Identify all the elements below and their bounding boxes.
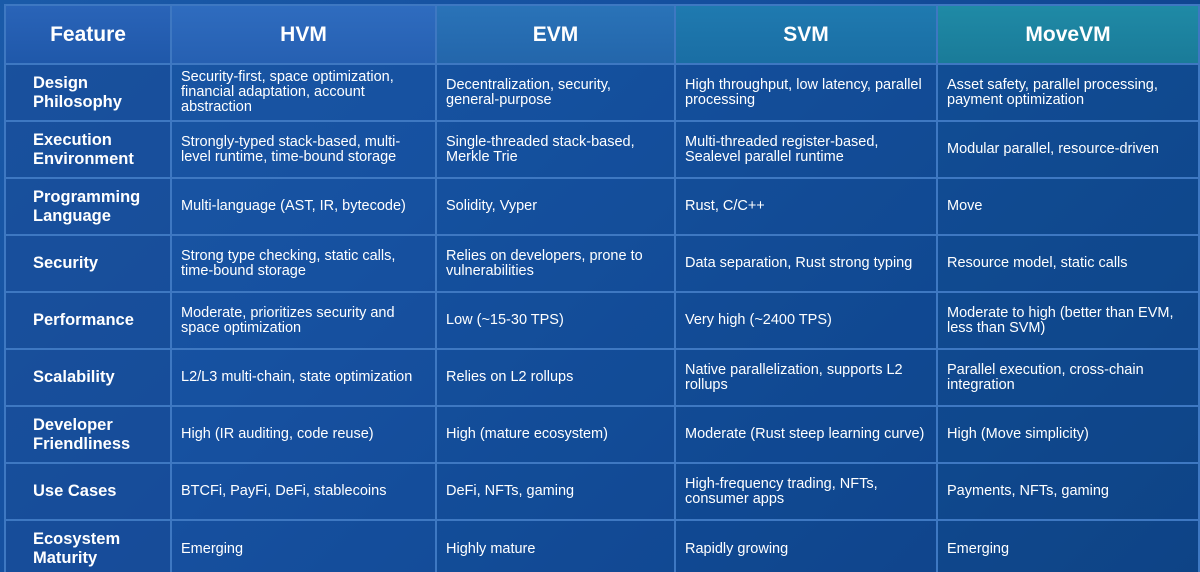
evm-cell: Solidity, Vyper	[435, 177, 676, 236]
evm-cell: Relies on L2 rollups	[435, 348, 676, 407]
table-row: Design Philosophy Security-first, space …	[4, 63, 1200, 122]
table-row: Developer Friendliness High (IR auditing…	[4, 405, 1200, 464]
movevm-cell: High (Move simplicity)	[936, 405, 1200, 464]
movevm-cell: Resource model, static calls	[936, 234, 1200, 293]
table-row: Use Cases BTCFi, PayFi, DeFi, stablecoin…	[4, 462, 1200, 521]
feature-cell: Scalability	[4, 348, 172, 407]
feature-cell: Execution Environment	[4, 120, 172, 179]
movevm-cell: Move	[936, 177, 1200, 236]
feature-cell: Security	[4, 234, 172, 293]
feature-cell: Programming Language	[4, 177, 172, 236]
header-evm: EVM	[435, 4, 676, 65]
evm-cell: High (mature ecosystem)	[435, 405, 676, 464]
header-feature: Feature	[4, 4, 172, 65]
vm-comparison-table: Feature HVM EVM SVM MoveVM Design Philos…	[4, 4, 1200, 572]
feature-cell: Performance	[4, 291, 172, 350]
svm-cell: Native parallelization, supports L2 roll…	[674, 348, 938, 407]
svm-cell: High-frequency trading, NFTs, consumer a…	[674, 462, 938, 521]
svm-cell: Moderate (Rust steep learning curve)	[674, 405, 938, 464]
svm-cell: Very high (~2400 TPS)	[674, 291, 938, 350]
svm-cell: Rust, C/C++	[674, 177, 938, 236]
header-movevm: MoveVM	[936, 4, 1200, 65]
evm-cell: Highly mature	[435, 519, 676, 572]
movevm-cell: Asset safety, parallel processing, payme…	[936, 63, 1200, 122]
evm-cell: Single-threaded stack-based, Merkle Trie	[435, 120, 676, 179]
feature-cell: Developer Friendliness	[4, 405, 172, 464]
hvm-cell: L2/L3 multi-chain, state optimization	[170, 348, 437, 407]
movevm-cell: Modular parallel, resource-driven	[936, 120, 1200, 179]
hvm-cell: Strongly-typed stack-based, multi-level …	[170, 120, 437, 179]
header-hvm: HVM	[170, 4, 437, 65]
table-row: Scalability L2/L3 multi-chain, state opt…	[4, 348, 1200, 407]
evm-cell: Decentralization, security, general-purp…	[435, 63, 676, 122]
hvm-cell: Multi-language (AST, IR, bytecode)	[170, 177, 437, 236]
table-row: Execution Environment Strongly-typed sta…	[4, 120, 1200, 179]
svm-cell: Rapidly growing	[674, 519, 938, 572]
feature-cell: Ecosystem Maturity	[4, 519, 172, 572]
hvm-cell: High (IR auditing, code reuse)	[170, 405, 437, 464]
hvm-cell: BTCFi, PayFi, DeFi, stablecoins	[170, 462, 437, 521]
svm-cell: Data separation, Rust strong typing	[674, 234, 938, 293]
header-svm: SVM	[674, 4, 938, 65]
movevm-cell: Parallel execution, cross-chain integrat…	[936, 348, 1200, 407]
movevm-cell: Payments, NFTs, gaming	[936, 462, 1200, 521]
header-row: Feature HVM EVM SVM MoveVM	[4, 4, 1200, 65]
table-row: Programming Language Multi-language (AST…	[4, 177, 1200, 236]
evm-cell: DeFi, NFTs, gaming	[435, 462, 676, 521]
table-row: Performance Moderate, prioritizes securi…	[4, 291, 1200, 350]
table-row: Security Strong type checking, static ca…	[4, 234, 1200, 293]
hvm-cell: Security-first, space optimization, fina…	[170, 63, 437, 122]
hvm-cell: Emerging	[170, 519, 437, 572]
svm-cell: High throughput, low latency, parallel p…	[674, 63, 938, 122]
hvm-cell: Moderate, prioritizes security and space…	[170, 291, 437, 350]
evm-cell: Relies on developers, prone to vulnerabi…	[435, 234, 676, 293]
feature-cell: Design Philosophy	[4, 63, 172, 122]
svm-cell: Multi-threaded register-based, Sealevel …	[674, 120, 938, 179]
evm-cell: Low (~15-30 TPS)	[435, 291, 676, 350]
movevm-cell: Emerging	[936, 519, 1200, 572]
hvm-cell: Strong type checking, static calls, time…	[170, 234, 437, 293]
table-row: Ecosystem Maturity Emerging Highly matur…	[4, 519, 1200, 572]
feature-cell: Use Cases	[4, 462, 172, 521]
movevm-cell: Moderate to high (better than EVM, less …	[936, 291, 1200, 350]
